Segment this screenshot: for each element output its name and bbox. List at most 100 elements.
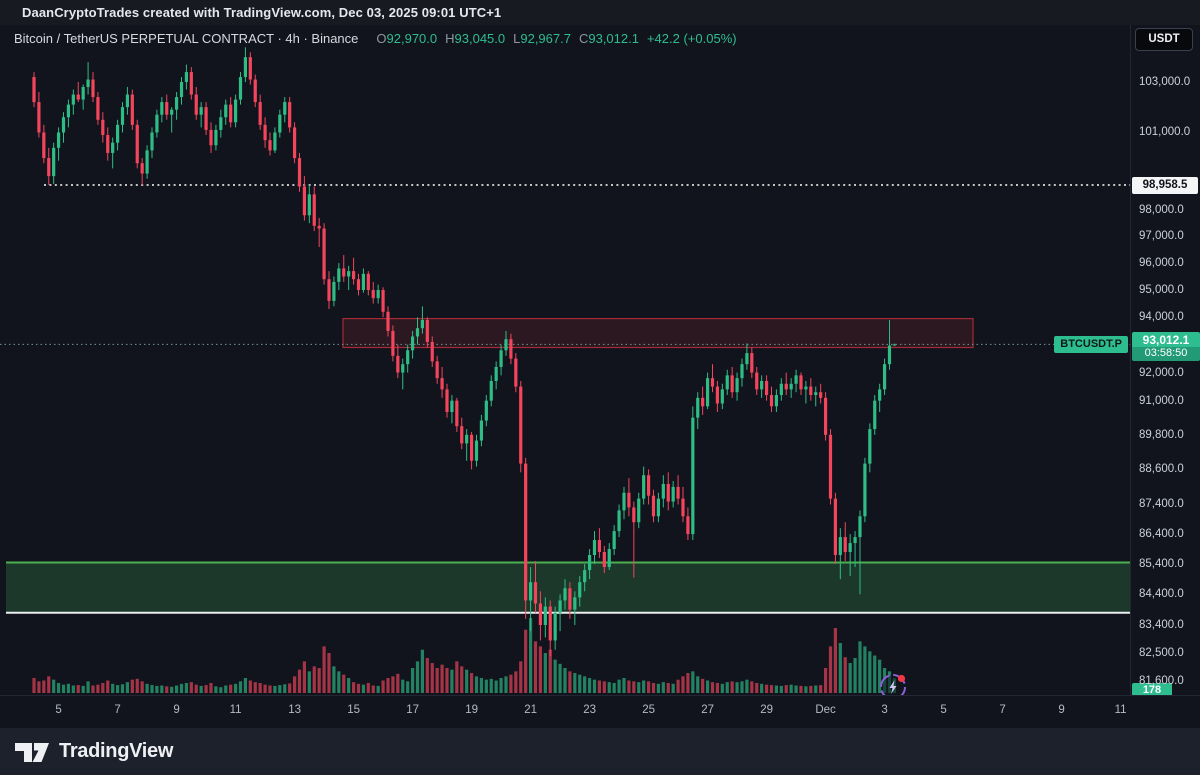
price-tick: 82,500.0 (1139, 646, 1184, 659)
candle-body (873, 400, 877, 430)
volume-bar (548, 649, 552, 693)
candle-body (194, 94, 198, 115)
volume-bar (71, 685, 75, 693)
candle-body (642, 475, 646, 499)
candle-body (661, 483, 665, 499)
volume-bar (735, 682, 739, 693)
volume-bar (440, 664, 444, 693)
candle-body (799, 375, 803, 390)
candle-body (804, 386, 808, 390)
candle-body (533, 582, 538, 604)
volume-bar (622, 678, 626, 693)
candle-body (764, 380, 769, 396)
candle-body (760, 380, 764, 390)
price-tick: 97,000.0 (1139, 230, 1184, 243)
volume-bar (833, 628, 838, 693)
volume-bar (106, 680, 110, 693)
symbol-title: Bitcoin / TetherUS PERPETUAL CONTRACT · … (14, 31, 359, 46)
price-tick: 84,400.0 (1139, 588, 1184, 601)
time-tick: 15 (347, 704, 360, 716)
volume-bar (627, 680, 631, 693)
candle-body (632, 507, 636, 523)
price-axis[interactable]: USDT 98,958.5 93,012.1 03:58:50 178 103,… (1130, 25, 1200, 698)
candle-body (710, 378, 715, 387)
candle-body (612, 531, 616, 550)
time-tick: Dec (815, 704, 836, 716)
volume-bar (583, 676, 587, 693)
volume-bar (150, 685, 154, 693)
time-axis[interactable]: 5 7 9 11 13 15 17 19 21 23 25 27 29 Dec 3 5 7 9 11 (0, 695, 1200, 729)
volume-bar (774, 685, 779, 693)
volume-bar (420, 649, 425, 693)
price-tick: 101,000.0 (1139, 126, 1191, 139)
volume-bar (401, 679, 405, 693)
candle-body (174, 97, 179, 110)
candle-body (37, 102, 41, 133)
candle-body (538, 603, 543, 625)
currency-toggle-button[interactable]: USDT (1135, 28, 1193, 51)
candle-body (47, 158, 51, 177)
open-label: O (376, 31, 387, 46)
volume-bar (356, 683, 361, 693)
volume-bar (602, 681, 606, 693)
last-price-value: 93,012.1 (1132, 332, 1200, 348)
volume-bar (238, 681, 243, 693)
flash-action-icon[interactable] (880, 674, 906, 695)
candle-body (61, 117, 66, 133)
candle-body (32, 77, 36, 103)
volume-bar (145, 683, 149, 693)
candlestick-chart[interactable] (0, 25, 1130, 695)
volume-bar (750, 681, 754, 693)
tradingview-logo[interactable]: TradingView (14, 738, 173, 764)
candle-body (86, 79, 90, 88)
last-price-label: 93,012.1 03:58:50 (1132, 332, 1200, 362)
candle-body (666, 483, 670, 502)
price-tick: 96,000.0 (1139, 257, 1184, 270)
volume-bar (705, 680, 710, 693)
volume-bar (587, 678, 592, 693)
volume-bar (651, 683, 656, 693)
candle-body (342, 268, 346, 277)
candle-body (410, 336, 415, 351)
volume-bar (386, 678, 390, 693)
volume-bar (233, 683, 238, 693)
candle-body (489, 380, 493, 401)
candle-body (755, 372, 759, 390)
volume-bar (160, 685, 164, 693)
volume-bar (268, 685, 272, 693)
candle-body (789, 383, 793, 390)
candle-body (307, 194, 311, 216)
volume-bar (494, 680, 498, 693)
candle-body (165, 102, 169, 115)
volume-bar (425, 658, 429, 693)
volume-bar (307, 671, 311, 693)
volume-bar (671, 683, 675, 693)
volume-bar (804, 686, 808, 693)
volume-bar (96, 684, 100, 693)
candle-body (838, 537, 842, 556)
candle-body (474, 440, 479, 461)
price-tick: 85,400.0 (1139, 558, 1184, 571)
volume-bar (632, 681, 636, 693)
candle-body (140, 163, 144, 174)
candle-body (705, 378, 710, 407)
candle-body (528, 582, 533, 601)
candle-body (568, 588, 572, 610)
candle-body (238, 77, 243, 100)
candle-body (430, 341, 434, 362)
candle-body (715, 386, 720, 404)
candle-body (356, 279, 361, 291)
volume-bar (61, 684, 66, 693)
candle-body (794, 375, 798, 384)
volume-bar (450, 669, 454, 693)
candle-body (278, 114, 282, 133)
candle-body (96, 97, 100, 120)
candle-body (347, 271, 351, 277)
candle-body (519, 386, 523, 464)
low-value: 92,967.7 (520, 31, 571, 46)
volume-bar (42, 680, 46, 693)
volume-bar (76, 685, 80, 693)
candle-body (150, 132, 154, 151)
candle-body (769, 395, 774, 407)
candle-body (248, 57, 252, 80)
